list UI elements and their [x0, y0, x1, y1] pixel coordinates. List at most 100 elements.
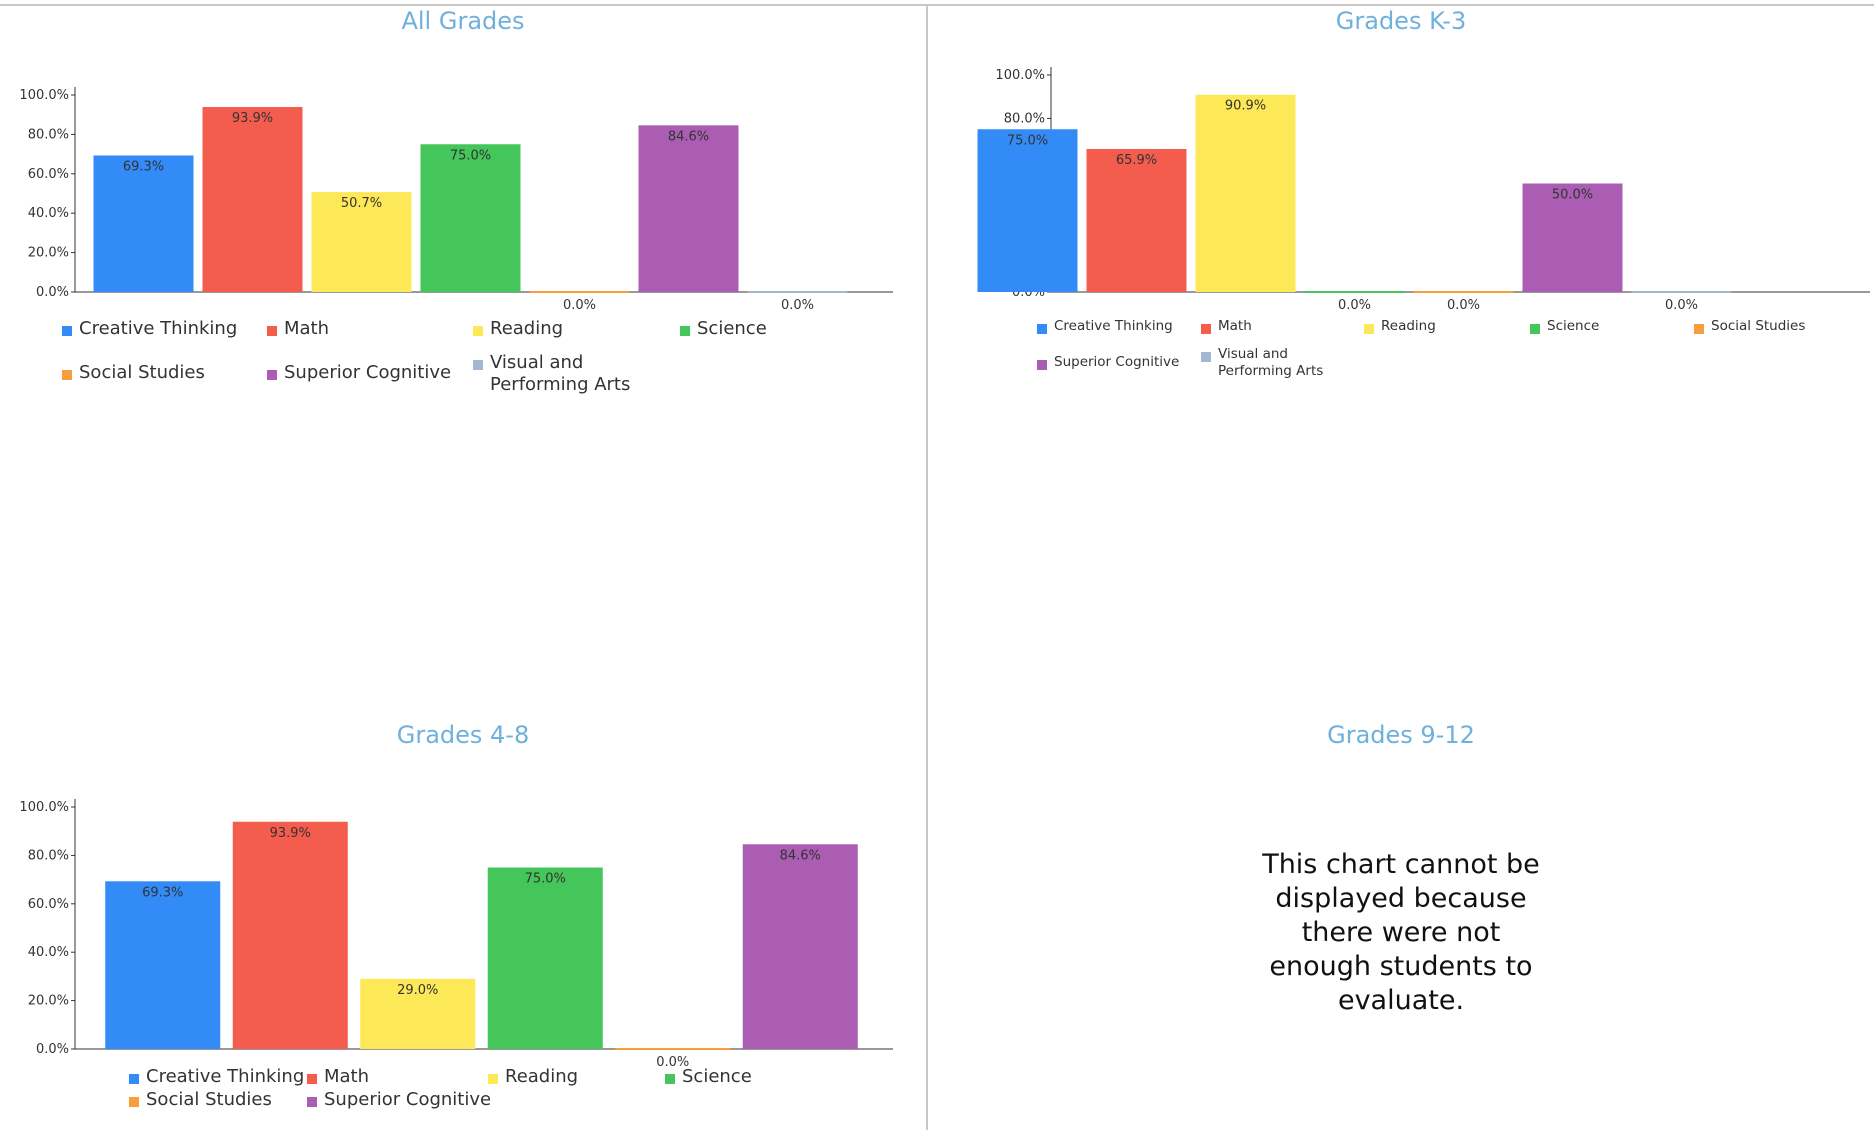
- legend-label: Science: [697, 318, 767, 339]
- legend-item-reading: Reading: [473, 318, 563, 340]
- legend-item-creative-thinking: Creative Thinking: [62, 318, 237, 340]
- legend-item-science: Science: [1530, 318, 1599, 335]
- y-tick-label: 80.0%: [1004, 111, 1045, 126]
- y-tick-label: 60.0%: [28, 167, 69, 182]
- chart-panel-grades-4-8: Grades 4-8 0.0% 20.0% 40.0% 60.0% 80.0% 100.0…: [0, 714, 926, 1130]
- vertical-divider: [926, 6, 928, 1130]
- bar-math: [232, 821, 348, 1049]
- chart-title: All Grades: [401, 7, 525, 35]
- chart-title: Grades 9-12: [1327, 721, 1475, 749]
- chart-panel-all-grades: All Grades 0.0% 20.0% 40.0% 60.0% 80.0% 100.0…: [0, 0, 926, 560]
- y-tick-label: 80.0%: [28, 848, 69, 863]
- y-tick-label: 60.0%: [28, 897, 69, 912]
- legend-swatch: [1037, 359, 1047, 370]
- legend-label: Superior Cognitive: [284, 362, 452, 383]
- y-tick-label: 20.0%: [28, 246, 69, 261]
- legend-swatch: [1201, 351, 1211, 362]
- legend-label: Superior Cognitive: [1054, 354, 1180, 370]
- legend-swatch: [129, 1097, 139, 1107]
- y-tick-label: 0.0%: [36, 1042, 69, 1057]
- legend-label: Reading: [490, 318, 564, 339]
- y-tick-label: 100.0%: [995, 68, 1045, 83]
- legend-item-superior-cognitive: Superior Cognitive: [307, 1089, 491, 1111]
- data-label-reading: 50.7%: [341, 196, 382, 211]
- legend-label: Math: [284, 318, 330, 339]
- bar-chart: 0.0% 20.0% 40.0% 60.0% 80.0% 100.0% 69.3% 93.9%…: [19, 799, 893, 1070]
- insufficient-data-message: This chart cannot be displayed because t…: [1262, 849, 1540, 1016]
- legend-swatch: [307, 1074, 317, 1084]
- legend-swatch: [1530, 323, 1540, 334]
- legend-item-creative-thinking: Creative Thinking: [1037, 318, 1173, 335]
- data-label-superior-cognitive: 50.0%: [1552, 188, 1593, 203]
- data-label-visual-and-performing-arts: 0.0%: [1665, 298, 1698, 313]
- legend-item-superior-cognitive: Superior Cognitive: [267, 362, 451, 384]
- legend-item-math: Math: [267, 318, 329, 340]
- data-label-math: 93.9%: [270, 826, 311, 841]
- data-label-superior-cognitive: 84.6%: [780, 848, 821, 863]
- legend-swatch: [62, 326, 72, 336]
- data-label-visual-and-performing-arts: 0.0%: [781, 298, 814, 313]
- bar-superior-cognitive: [638, 125, 739, 292]
- legend-label: Science: [682, 1066, 752, 1087]
- legend-item-social-studies: Social Studies: [129, 1089, 272, 1111]
- legend-label: Math: [1218, 318, 1252, 334]
- legend-swatch: [129, 1074, 139, 1084]
- chart-legend: Creative Thinking Math Reading Science Socia…: [928, 0, 1874, 420]
- bar-math: [1086, 148, 1187, 292]
- chart-panel-grades-k-3: Grades K-3 0.0%20.0%40.0%60.0%80.0%100.0…: [928, 0, 1874, 560]
- legend-item-science: Science: [680, 318, 767, 340]
- bar-science: [420, 144, 521, 292]
- legend-item-reading: Reading: [1364, 318, 1436, 335]
- legend-swatch: [62, 370, 72, 380]
- legend-item-math: Math: [307, 1066, 369, 1088]
- legend-swatch: [1037, 323, 1047, 334]
- legend-label: Visual and Performing Arts: [490, 352, 631, 395]
- chart-legend: Creative Thinking Math Reading Science Socia…: [0, 0, 926, 420]
- bar-math: [202, 107, 303, 292]
- bar-superior-cognitive: [1522, 183, 1623, 292]
- bar-chart: 0.0% 20.0% 40.0% 60.0% 80.0% 100.0% 69.3% 93.9%…: [19, 87, 893, 313]
- legend-swatch: [680, 326, 690, 336]
- bar-creative-thinking: [977, 129, 1078, 292]
- legend-label: Social Studies: [146, 1089, 272, 1110]
- data-label-science: 75.0%: [525, 872, 566, 887]
- legend-item-superior-cognitive: Superior Cognitive: [1037, 354, 1179, 371]
- legend-item-science: Science: [665, 1066, 752, 1088]
- legend-item-visual-and-performing-arts: Visual and Performing Arts: [1201, 346, 1361, 380]
- bar-superior-cognitive: [742, 844, 858, 1049]
- data-label-creative-thinking: 69.3%: [142, 885, 183, 900]
- data-label-math: 65.9%: [1116, 153, 1157, 168]
- top-divider: [0, 4, 1874, 6]
- y-tick-label: 100.0%: [19, 88, 69, 103]
- data-label-social-studies: 0.0%: [1447, 298, 1480, 313]
- bar-reading: [1195, 94, 1296, 292]
- legend-swatch: [488, 1074, 498, 1084]
- y-tick-label: 20.0%: [28, 994, 69, 1009]
- chart-legend: Creative Thinking Math Reading Science Socia…: [0, 714, 926, 1130]
- bar-reading: [360, 978, 476, 1049]
- legend-swatch: [473, 326, 483, 336]
- legend-label: Reading: [505, 1066, 579, 1087]
- y-tick-label: 0.0%: [36, 285, 69, 300]
- chart-panel-grades-9-12: Grades 9-12 This chart cannot be display…: [928, 714, 1874, 1130]
- data-label-reading: 29.0%: [397, 983, 438, 998]
- legend-label: Social Studies: [79, 362, 205, 383]
- legend-label: Social Studies: [1711, 318, 1806, 334]
- bar-creative-thinking: [93, 155, 194, 292]
- legend-swatch: [1201, 323, 1211, 334]
- y-tick-label: 40.0%: [28, 945, 69, 960]
- bar-creative-thinking: [105, 881, 221, 1049]
- data-label-creative-thinking: 69.3%: [123, 159, 164, 174]
- legend-swatch: [267, 326, 277, 336]
- legend-item-creative-thinking: Creative Thinking: [129, 1066, 304, 1088]
- legend-swatch: [473, 360, 483, 370]
- legend-item-math: Math: [1201, 318, 1252, 335]
- chart-title: Grades K-3: [1335, 7, 1467, 35]
- legend-label: Visual and Performing Arts: [1218, 346, 1324, 379]
- data-label-science: 75.0%: [450, 148, 491, 163]
- data-label-creative-thinking: 75.0%: [1007, 133, 1048, 148]
- y-tick-label: 40.0%: [28, 206, 69, 221]
- chart-title: Grades 4-8: [396, 721, 530, 749]
- legend-swatch: [307, 1097, 317, 1107]
- data-label-superior-cognitive: 84.6%: [668, 129, 709, 144]
